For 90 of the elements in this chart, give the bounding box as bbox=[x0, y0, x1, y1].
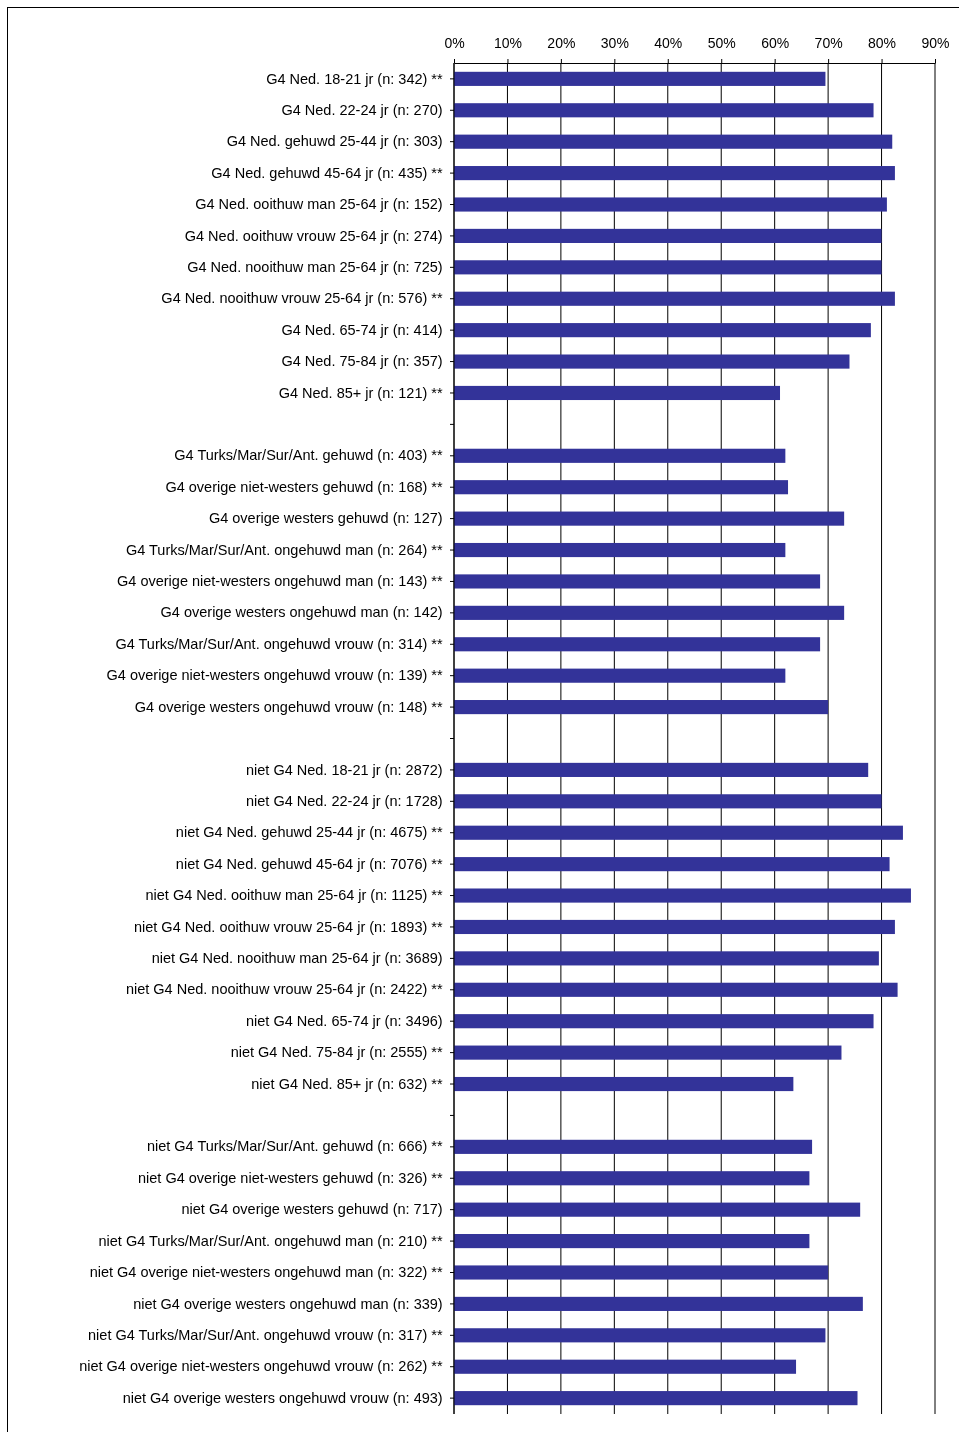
y-tick-label: G4 Turks/Mar/Sur/Ant. ongehuwd vrouw (n: 314) ** bbox=[115, 635, 443, 652]
bar bbox=[454, 1045, 842, 1060]
bar bbox=[454, 1265, 829, 1280]
y-tick-label: niet G4 Ned. 75-84 jr (n: 2555) ** bbox=[230, 1044, 443, 1061]
bar bbox=[454, 197, 887, 212]
bar bbox=[454, 1202, 861, 1217]
y-tick-label: niet G4 overige niet-westers gehuwd (n: 326) ** bbox=[137, 1169, 443, 1186]
bar bbox=[454, 228, 882, 243]
y-tick-label: niet G4 Ned. ooithuw vrouw 25-64 jr (n: 1893) ** bbox=[133, 918, 443, 935]
y-tick-label: niet G4 Ned. ooithuw man 25-64 jr (n: 1125) ** bbox=[145, 887, 443, 904]
y-tick-label: G4 Ned. 65-74 jr (n: 414) bbox=[281, 321, 443, 338]
bar bbox=[454, 888, 911, 903]
bar bbox=[454, 542, 786, 558]
y-tick-label: niet G4 Ned. 85+ jr (n: 632) ** bbox=[251, 1075, 443, 1092]
y-tick-label: G4 Ned. gehuwd 45-64 jr (n: 435) ** bbox=[211, 164, 444, 181]
bar bbox=[454, 1328, 826, 1343]
bar bbox=[454, 1139, 813, 1154]
bar bbox=[454, 134, 893, 149]
bar bbox=[454, 700, 829, 715]
y-tick-label: niet G4 Turks/Mar/Sur/Ant. gehuwd (n: 666) ** bbox=[146, 1138, 443, 1155]
y-tick-label: niet G4 Ned. nooithuw man 25-64 jr (n: 3689) bbox=[151, 950, 443, 967]
y-tick-label: G4 overige westers ongehuwd man (n: 142) bbox=[160, 604, 443, 621]
x-tick-label: 40% bbox=[654, 34, 683, 51]
bar bbox=[454, 794, 882, 809]
y-tick-label: niet G4 Turks/Mar/Sur/Ant. ongehuwd vrouw (n: 317) ** bbox=[88, 1326, 443, 1343]
bar bbox=[454, 260, 882, 275]
bar bbox=[454, 1296, 863, 1311]
x-tick-label: 90% bbox=[921, 34, 950, 51]
y-tick-label: G4 Ned. 75-84 jr (n: 357) bbox=[281, 353, 443, 370]
bar bbox=[454, 480, 789, 495]
y-tick-label: G4 Turks/Mar/Sur/Ant. ongehuwd man (n: 264) ** bbox=[125, 541, 444, 558]
y-tick-label: niet G4 Ned. nooithuw vrouw 25-64 jr (n: 2422) ** bbox=[125, 981, 443, 998]
bar bbox=[454, 511, 845, 526]
y-tick-label: niet G4 overige westers ongehuwd man (n: 339) bbox=[133, 1295, 443, 1312]
y-tick-label: G4 overige niet-westers gehuwd (n: 168) ** bbox=[165, 478, 443, 495]
bar bbox=[454, 71, 826, 86]
x-tick-label: 80% bbox=[868, 34, 897, 51]
x-tick-label: 60% bbox=[761, 34, 790, 51]
y-tick-label: niet G4 Ned. 22-24 jr (n: 1728) bbox=[245, 792, 443, 809]
bar bbox=[454, 605, 845, 620]
bar bbox=[454, 448, 786, 463]
y-tick-label: G4 overige niet-westers ongehuwd man (n: 143) ** bbox=[117, 573, 443, 590]
bar bbox=[454, 1076, 794, 1092]
y-tick-label: niet G4 Ned. gehuwd 45-64 jr (n: 7076) ** bbox=[175, 855, 443, 872]
bar bbox=[454, 385, 781, 401]
bar bbox=[454, 762, 869, 777]
y-tick-label: G4 Ned. ooithuw vrouw 25-64 jr (n: 274) bbox=[184, 227, 443, 244]
y-tick-label: G4 Ned. 22-24 jr (n: 270) bbox=[281, 101, 443, 118]
x-tick-label: 70% bbox=[814, 34, 843, 51]
y-tick-label: G4 Turks/Mar/Sur/Ant. gehuwd (n: 403) ** bbox=[174, 447, 443, 464]
y-tick-label: G4 Ned. ooithuw man 25-64 jr (n: 152) bbox=[195, 196, 443, 213]
y-tick-label: niet G4 overige westers ongehuwd vrouw (n: 493) bbox=[122, 1389, 443, 1406]
y-tick-label: G4 overige westers ongehuwd vrouw (n: 148) ** bbox=[134, 698, 443, 715]
y-tick-label: niet G4 overige niet-westers ongehuwd vrouw (n: 262) ** bbox=[79, 1358, 444, 1375]
bar bbox=[454, 919, 895, 935]
y-tick-label: niet G4 Ned. gehuwd 25-44 jr (n: 4675) ** bbox=[175, 824, 443, 841]
y-tick-label: G4 overige niet-westers ongehuwd vrouw (n: 139) ** bbox=[106, 667, 443, 684]
bar bbox=[454, 103, 874, 118]
bar bbox=[454, 1391, 858, 1406]
y-tick-label: G4 Ned. 85+ jr (n: 121) ** bbox=[278, 384, 443, 401]
bar bbox=[454, 668, 786, 683]
x-tick-label: 0% bbox=[444, 34, 465, 51]
y-tick-label: G4 Ned. nooithuw man 25-64 jr (n: 725) bbox=[187, 258, 443, 275]
y-tick-label: G4 Ned. 18-21 jr (n: 342) ** bbox=[266, 70, 443, 87]
y-tick-label: G4 Ned. nooithuw vrouw 25-64 jr (n: 576) ** bbox=[161, 290, 443, 307]
bar bbox=[454, 1359, 797, 1374]
y-tick-label: niet G4 Ned. 65-74 jr (n: 3496) bbox=[245, 1012, 443, 1029]
bar bbox=[454, 857, 890, 872]
bar bbox=[454, 166, 895, 181]
y-tick-label: niet G4 overige niet-westers ongehuwd man (n: 322) ** bbox=[89, 1264, 443, 1281]
bar bbox=[454, 354, 850, 369]
bar bbox=[454, 1234, 810, 1249]
x-tick-label: 10% bbox=[493, 34, 522, 51]
y-tick-label: G4 Ned. gehuwd 25-44 jr (n: 303) bbox=[226, 133, 443, 150]
y-tick-label: niet G4 Turks/Mar/Sur/Ant. ongehuwd man (n: 210) ** bbox=[98, 1232, 443, 1249]
y-tick-label: G4 overige westers gehuwd (n: 127) bbox=[208, 510, 443, 527]
bar bbox=[454, 951, 879, 966]
x-tick-label: 50% bbox=[707, 34, 736, 51]
x-tick-label: 20% bbox=[547, 34, 576, 51]
bar bbox=[454, 637, 821, 652]
x-tick-label: 30% bbox=[600, 34, 629, 51]
y-tick-label: niet G4 Ned. 18-21 jr (n: 2872) bbox=[245, 761, 443, 778]
bar bbox=[454, 982, 898, 997]
bar bbox=[454, 1014, 874, 1029]
bar bbox=[454, 291, 895, 306]
bar bbox=[454, 574, 821, 589]
bar bbox=[454, 825, 903, 840]
bar bbox=[454, 323, 871, 338]
y-tick-label: niet G4 overige westers gehuwd (n: 717) bbox=[181, 1201, 443, 1218]
bar bbox=[454, 1171, 810, 1186]
